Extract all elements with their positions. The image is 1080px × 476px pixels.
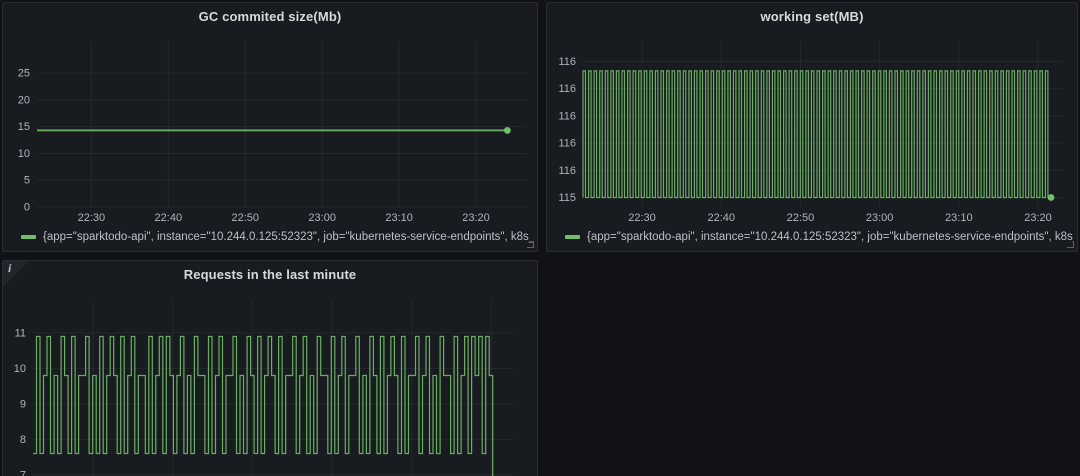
dashboard-empty-cell [546, 260, 1078, 476]
svg-text:23:00: 23:00 [308, 212, 336, 224]
svg-text:23:00: 23:00 [866, 212, 894, 224]
svg-text:115: 115 [558, 192, 576, 204]
legend-series-label[interactable]: {app="sparktodo-api", instance="10.244.0… [587, 231, 1073, 243]
svg-text:116: 116 [558, 83, 576, 95]
svg-text:9: 9 [20, 398, 26, 410]
svg-text:22:40: 22:40 [155, 212, 183, 224]
panel-gc-committed-size: GC commited size(Mb) 22:30 22:40 22:50 23:0… [2, 2, 538, 252]
panel-working-set: working set(MB) 22:30 22:40 22:50 23:00 23:1… [546, 2, 1078, 252]
panel-requests-last-minute: i Requests in the last minute 7 8 9 10 11 [2, 260, 538, 476]
svg-text:116: 116 [558, 165, 576, 177]
svg-text:0: 0 [24, 202, 30, 214]
legend-series-label[interactable]: {app="sparktodo-api", instance="10.244.0… [43, 231, 533, 243]
legend-swatch-icon[interactable] [565, 235, 580, 239]
svg-text:116: 116 [558, 110, 576, 122]
svg-text:23:10: 23:10 [945, 212, 973, 224]
svg-text:7: 7 [20, 469, 26, 476]
svg-text:22:40: 22:40 [707, 212, 735, 224]
panel-header[interactable]: Requests in the last minute [3, 261, 537, 287]
chart-plot-area-requests[interactable]: 7 8 9 10 11 [3, 287, 537, 476]
svg-text:22:30: 22:30 [78, 212, 106, 224]
svg-text:10: 10 [14, 363, 26, 375]
panel-header[interactable]: working set(MB) [547, 3, 1077, 29]
svg-text:5: 5 [24, 175, 30, 187]
panel-info-corner[interactable]: i [3, 261, 29, 287]
panel-legend[interactable]: {app="sparktodo-api", instance="10.244.0… [3, 227, 537, 251]
svg-text:11: 11 [15, 327, 26, 339]
svg-text:116: 116 [558, 138, 576, 150]
svg-text:116: 116 [558, 56, 576, 68]
panel-title[interactable]: working set(MB) [760, 8, 864, 24]
svg-text:8: 8 [20, 434, 26, 446]
svg-text:23:20: 23:20 [1024, 212, 1052, 224]
panel-resize-handle[interactable] [527, 241, 534, 248]
panel-header[interactable]: GC commited size(Mb) [3, 3, 537, 29]
svg-text:23:10: 23:10 [385, 212, 413, 224]
info-icon: i [8, 261, 12, 275]
svg-text:15: 15 [18, 121, 30, 133]
svg-text:22:50: 22:50 [231, 212, 259, 224]
legend-swatch-icon[interactable] [21, 235, 36, 239]
panel-resize-handle[interactable] [1067, 241, 1074, 248]
chart-plot-area-gc[interactable]: 22:30 22:40 22:50 23:00 23:10 23:20 0 5 10 15 20 25 [3, 29, 537, 227]
svg-text:25: 25 [18, 68, 30, 80]
svg-text:22:50: 22:50 [787, 212, 815, 224]
svg-text:22:30: 22:30 [628, 212, 656, 224]
panel-title[interactable]: GC commited size(Mb) [198, 8, 342, 24]
svg-text:23:20: 23:20 [462, 212, 490, 224]
svg-text:20: 20 [18, 94, 30, 106]
panel-title[interactable]: Requests in the last minute [183, 266, 357, 282]
chart-plot-area-working-set[interactable]: 22:30 22:40 22:50 23:00 23:10 23:20 115 116 116 1… [547, 29, 1077, 227]
svg-text:10: 10 [18, 148, 30, 160]
panel-legend[interactable]: {app="sparktodo-api", instance="10.244.0… [547, 227, 1077, 251]
